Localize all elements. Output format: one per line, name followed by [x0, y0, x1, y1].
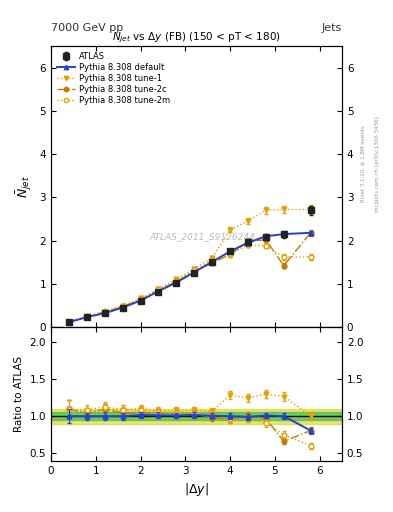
Pythia 8.308 tune-2c — [138, 297, 143, 303]
Line: Pythia 8.308 default: Pythia 8.308 default — [66, 230, 313, 325]
Text: 7000 GeV pp: 7000 GeV pp — [51, 23, 123, 33]
Pythia 8.308 default — [192, 269, 196, 275]
Pythia 8.308 tune-2m — [263, 243, 268, 249]
Pythia 8.308 tune-1 — [174, 276, 179, 283]
Pythia 8.308 tune-2c — [281, 263, 286, 269]
Pythia 8.308 tune-1 — [156, 286, 161, 292]
Pythia 8.308 tune-1 — [120, 303, 125, 309]
Pythia 8.308 tune-2c — [67, 319, 72, 325]
Pythia 8.308 default — [228, 248, 232, 254]
Pythia 8.308 tune-2c — [246, 239, 250, 245]
Pythia 8.308 tune-2m — [192, 267, 196, 273]
Pythia 8.308 tune-1 — [228, 227, 232, 233]
Pythia 8.308 default — [263, 233, 268, 239]
Pythia 8.308 tune-2m — [281, 254, 286, 260]
Legend: ATLAS, Pythia 8.308 default, Pythia 8.308 tune-1, Pythia 8.308 tune-2c, Pythia 8: ATLAS, Pythia 8.308 default, Pythia 8.30… — [55, 50, 172, 107]
Text: ATLAS_2011_S9126244: ATLAS_2011_S9126244 — [149, 232, 255, 242]
Pythia 8.308 tune-2c — [156, 287, 161, 293]
Text: mcplots.cern.ch [arXiv:1306.3436]: mcplots.cern.ch [arXiv:1306.3436] — [375, 116, 380, 211]
Pythia 8.308 tune-2c — [120, 304, 125, 310]
Y-axis label: Ratio to ATLAS: Ratio to ATLAS — [14, 356, 24, 432]
Pythia 8.308 tune-2m — [308, 254, 313, 260]
Pythia 8.308 tune-1 — [308, 206, 313, 212]
Pythia 8.308 tune-2c — [84, 313, 89, 319]
Pythia 8.308 default — [84, 314, 89, 320]
Pythia 8.308 tune-1 — [192, 266, 196, 272]
Pythia 8.308 tune-2c — [308, 230, 313, 236]
Pythia 8.308 tune-2m — [67, 319, 72, 325]
Pythia 8.308 tune-2m — [210, 258, 215, 264]
Pythia 8.308 tune-2c — [174, 279, 179, 285]
Pythia 8.308 tune-1 — [103, 309, 107, 315]
Pythia 8.308 default — [120, 305, 125, 311]
Pythia 8.308 default — [67, 319, 72, 325]
Pythia 8.308 tune-2m — [228, 251, 232, 258]
Pythia 8.308 tune-2c — [263, 237, 268, 243]
Pythia 8.308 tune-1 — [138, 295, 143, 302]
Pythia 8.308 tune-2c — [192, 269, 196, 275]
Pythia 8.308 default — [246, 240, 250, 246]
Text: Jets: Jets — [321, 23, 342, 33]
Pythia 8.308 tune-1 — [84, 313, 89, 319]
Text: Rivet 3.1.10, ≥ 1.8M events: Rivet 3.1.10, ≥ 1.8M events — [361, 125, 366, 202]
Pythia 8.308 tune-2m — [138, 296, 143, 302]
Pythia 8.308 default — [138, 297, 143, 304]
X-axis label: $|\Delta y|$: $|\Delta y|$ — [184, 481, 209, 498]
Pythia 8.308 tune-2c — [228, 251, 232, 258]
Pythia 8.308 tune-2m — [156, 286, 161, 292]
Pythia 8.308 tune-2c — [103, 309, 107, 315]
Pythia 8.308 tune-2m — [84, 313, 89, 319]
Pythia 8.308 tune-1 — [67, 319, 72, 325]
Pythia 8.308 default — [210, 259, 215, 265]
Pythia 8.308 tune-2c — [210, 260, 215, 266]
Pythia 8.308 tune-2m — [120, 303, 125, 309]
Pythia 8.308 tune-2m — [103, 308, 107, 314]
Pythia 8.308 default — [103, 310, 107, 316]
Line: Pythia 8.308 tune-1: Pythia 8.308 tune-1 — [66, 207, 313, 324]
Line: Pythia 8.308 tune-2c: Pythia 8.308 tune-2c — [66, 230, 313, 324]
Pythia 8.308 tune-2m — [246, 242, 250, 248]
Y-axis label: $\bar{N}_{jet}$: $\bar{N}_{jet}$ — [15, 175, 34, 198]
Line: Pythia 8.308 tune-2m: Pythia 8.308 tune-2m — [66, 243, 313, 324]
Pythia 8.308 tune-1 — [281, 206, 286, 212]
Pythia 8.308 default — [156, 288, 161, 294]
Pythia 8.308 tune-2m — [174, 278, 179, 284]
Pythia 8.308 tune-1 — [263, 207, 268, 214]
Pythia 8.308 default — [174, 280, 179, 286]
Pythia 8.308 tune-1 — [246, 218, 250, 224]
Pythia 8.308 default — [308, 230, 313, 236]
Pythia 8.308 tune-1 — [210, 255, 215, 261]
Pythia 8.308 default — [281, 231, 286, 237]
Title: $N_{jet}$ vs $\Delta y$ (FB) (150 < pT < 180): $N_{jet}$ vs $\Delta y$ (FB) (150 < pT <… — [112, 31, 281, 46]
